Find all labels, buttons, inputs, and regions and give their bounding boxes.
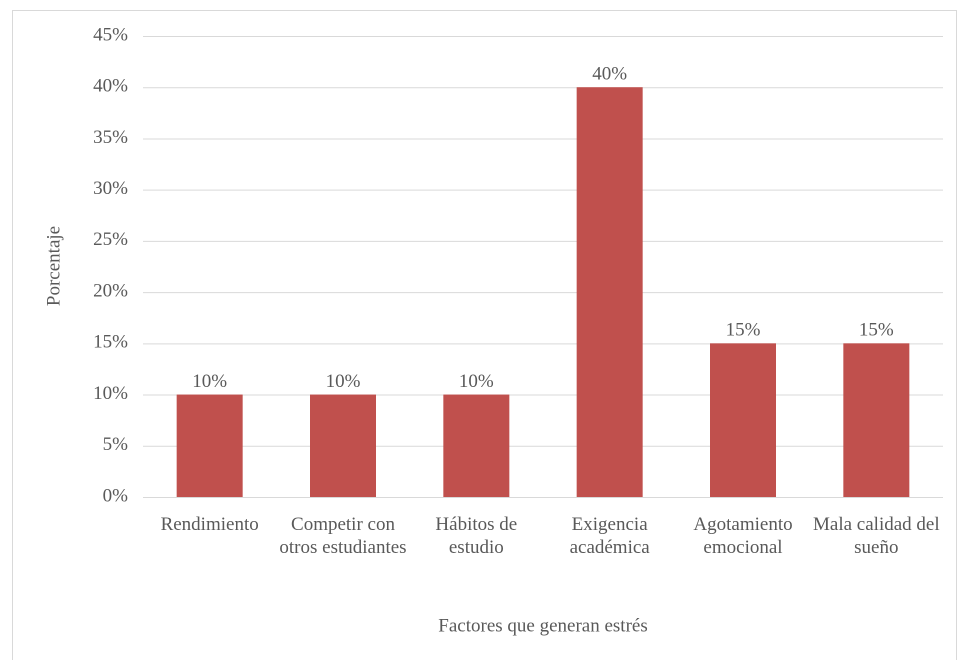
y-tick-label: 45% bbox=[93, 24, 128, 45]
data-label: 15% bbox=[859, 320, 894, 341]
y-tick-label: 20% bbox=[93, 280, 128, 301]
y-axis-title: Porcentaje bbox=[43, 226, 64, 306]
y-tick-label: 40% bbox=[93, 76, 128, 97]
y-tick-label: 35% bbox=[93, 127, 128, 148]
x-tick-label: Hábitos de estudio bbox=[435, 514, 518, 558]
y-tick-label: 0% bbox=[103, 485, 129, 506]
y-tick-label: 30% bbox=[93, 178, 128, 199]
bar bbox=[843, 343, 910, 497]
y-tick-label: 15% bbox=[93, 332, 128, 353]
x-tick-label: Competir con otros estudiantes bbox=[279, 514, 407, 558]
bar bbox=[310, 394, 376, 497]
bar bbox=[176, 394, 243, 497]
data-label: 10% bbox=[459, 371, 494, 392]
y-tick-label: 5% bbox=[103, 434, 129, 455]
data-label: 10% bbox=[192, 371, 227, 392]
x-tick-label: Mala calidad del sueño bbox=[813, 514, 940, 558]
bar bbox=[576, 87, 643, 497]
bar bbox=[443, 394, 510, 497]
data-label: 15% bbox=[726, 320, 761, 341]
x-axis-title: Factores que generan estrés bbox=[438, 615, 647, 636]
x-tick-label: Rendimiento bbox=[160, 514, 259, 535]
y-tick-label: 10% bbox=[93, 383, 128, 404]
x-tick-label: Exigencia académica bbox=[569, 514, 650, 558]
y-tick-label: 25% bbox=[93, 229, 128, 250]
x-tick-label: Agotamiento emocional bbox=[693, 514, 793, 558]
chart-border bbox=[12, 10, 957, 660]
data-label: 10% bbox=[326, 371, 361, 392]
data-label: 40% bbox=[592, 64, 627, 85]
bar bbox=[710, 343, 776, 497]
